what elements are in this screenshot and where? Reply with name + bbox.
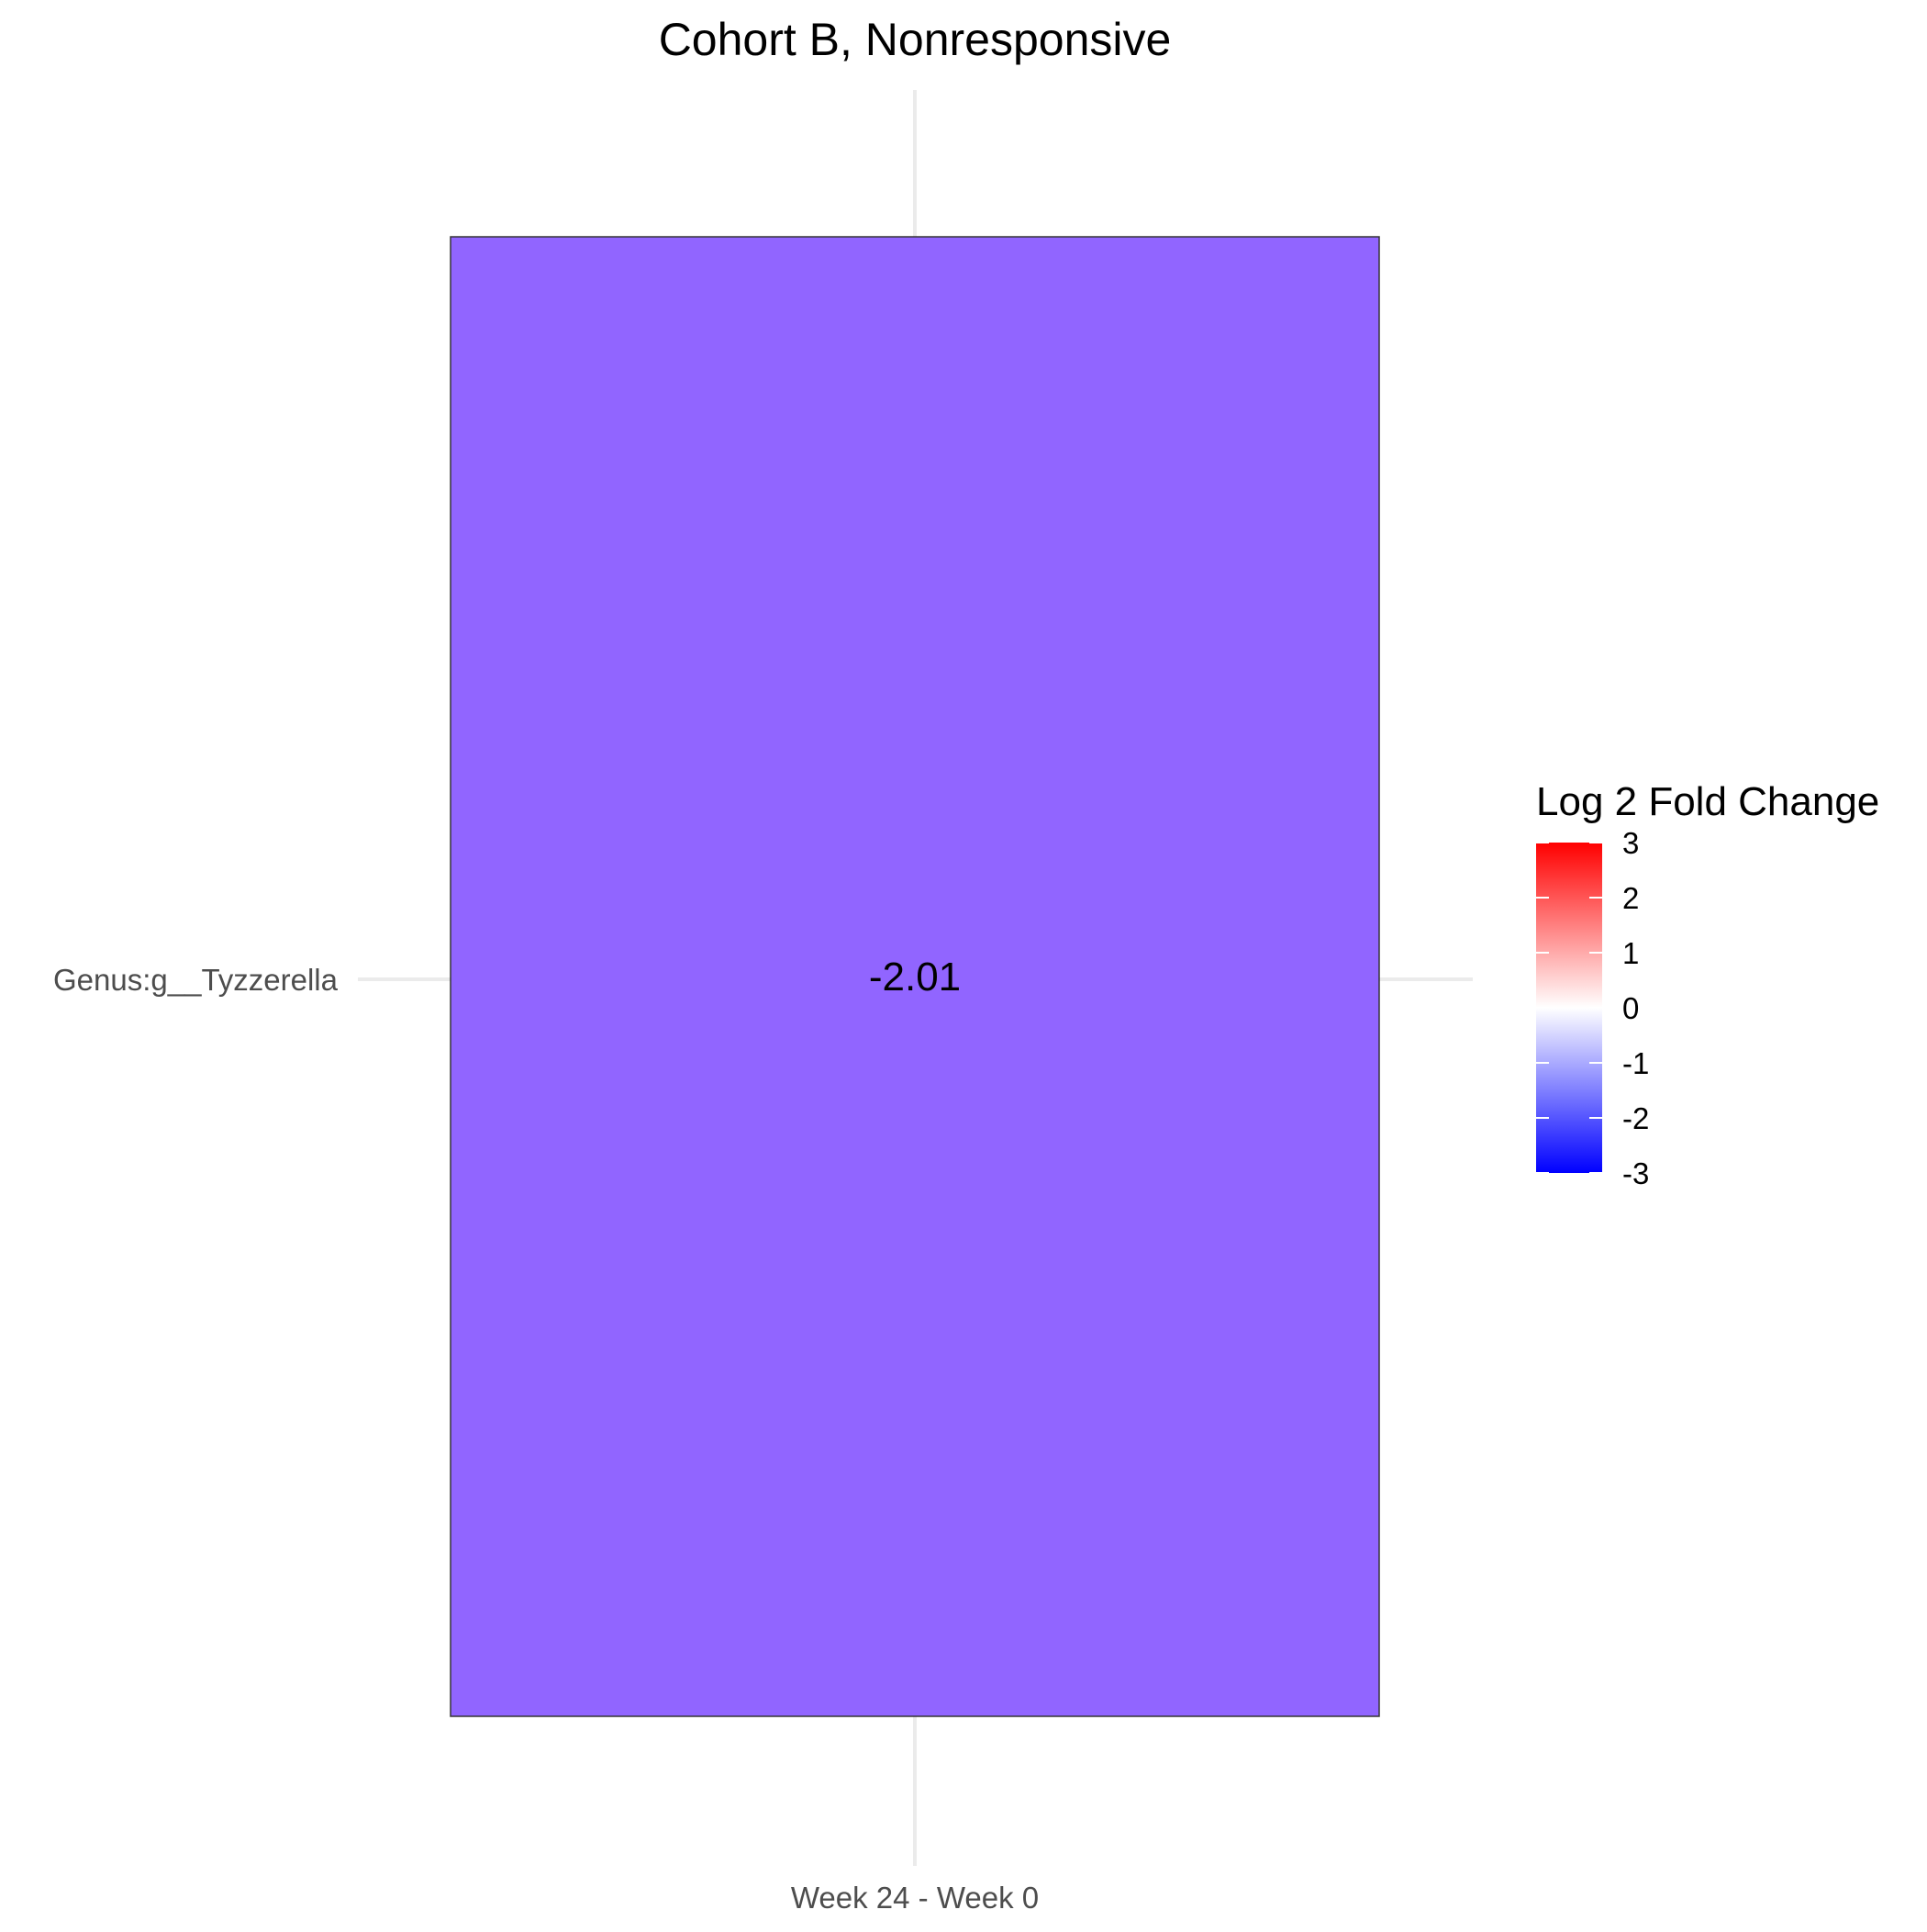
legend-tick-label: 1 (1622, 936, 1639, 970)
legend-tick-label: -2 (1622, 1101, 1649, 1135)
heatmap-cell-label: -2.01 (869, 955, 961, 1000)
legend-ticks: 3 2 1 0 -1 -2 -3 (1536, 826, 1649, 1190)
legend-tick-label: 3 (1622, 826, 1639, 860)
legend-tick-label: -3 (1622, 1156, 1649, 1190)
y-tick-label: Genus:g__Tyzzerella (53, 963, 339, 997)
legend-title: Log 2 Fold Change (1536, 779, 1879, 824)
color-legend: Log 2 Fold Change 3 2 1 0 -1 -2 -3 (1536, 779, 1879, 1190)
grid-lines (358, 90, 1473, 1866)
legend-tick-label: 0 (1622, 991, 1639, 1025)
legend-tick-label: 2 (1622, 881, 1639, 915)
heatmap-cell (450, 236, 1380, 1717)
x-tick-label: Week 24 - Week 0 (791, 1881, 1039, 1915)
legend-tick-label: -1 (1622, 1046, 1649, 1080)
chart-title: Cohort B, Nonresponsive (659, 14, 1172, 65)
heatmap-cells: -2.01 (450, 236, 1380, 1717)
